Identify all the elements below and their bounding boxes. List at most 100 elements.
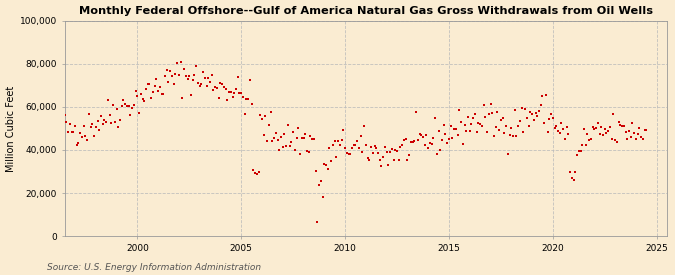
Point [306, 136, 317, 141]
Point [155, 85, 165, 90]
Point [333, 139, 344, 143]
Point [275, 135, 286, 139]
Point [459, 122, 470, 127]
Point [587, 125, 598, 130]
Point [425, 141, 435, 145]
Point [622, 137, 632, 142]
Point [544, 116, 555, 121]
Point [482, 130, 493, 134]
Point [511, 134, 522, 138]
Point [142, 82, 153, 86]
Point [207, 73, 217, 77]
Point [513, 124, 524, 129]
Point [525, 110, 536, 115]
Point [437, 138, 448, 142]
Point [625, 135, 636, 140]
Point [570, 170, 580, 174]
Point [554, 131, 565, 135]
Point [173, 73, 184, 78]
Point [345, 152, 356, 156]
Point [443, 137, 454, 141]
Point [128, 103, 139, 107]
Point [54, 113, 65, 117]
Point [286, 140, 297, 144]
Point [159, 74, 170, 78]
Point [526, 112, 537, 116]
Point [397, 142, 408, 147]
Point [379, 144, 390, 149]
Point [137, 97, 148, 101]
Point [471, 129, 482, 134]
Point [412, 138, 423, 142]
Point [426, 142, 437, 146]
Point [234, 91, 245, 95]
Point [269, 136, 279, 140]
Point [612, 140, 622, 144]
Point [80, 134, 90, 138]
Point [246, 101, 257, 106]
Point [326, 159, 337, 163]
Point [256, 117, 267, 121]
Point [148, 90, 159, 95]
Point [398, 137, 409, 142]
Point [549, 126, 560, 130]
Point [184, 74, 194, 79]
Point [63, 130, 74, 135]
Point [144, 82, 155, 86]
Point [51, 127, 61, 132]
Point [350, 143, 361, 148]
Point [442, 141, 453, 145]
Point [223, 90, 234, 94]
Point [323, 167, 333, 171]
Point [52, 121, 63, 125]
Point [335, 143, 346, 147]
Point [192, 81, 203, 86]
Point [239, 112, 250, 116]
Point [601, 131, 612, 135]
Point [358, 124, 369, 128]
Point [565, 169, 576, 174]
Point [378, 155, 389, 160]
Point [475, 122, 485, 126]
Point [76, 135, 87, 139]
Point [560, 137, 570, 142]
Point [220, 87, 231, 92]
Point [113, 124, 124, 129]
Point [302, 149, 313, 153]
Point [364, 158, 375, 162]
Point [489, 134, 500, 138]
Point [395, 145, 406, 149]
Point [336, 138, 347, 142]
Point [82, 138, 92, 142]
Point [342, 150, 352, 155]
Point [75, 131, 86, 136]
Point [556, 120, 567, 125]
Point [109, 120, 120, 124]
Point [508, 134, 518, 138]
Point [78, 123, 89, 128]
Point [577, 142, 588, 147]
Point [480, 115, 491, 120]
Point [589, 126, 600, 131]
Point [563, 132, 574, 137]
Point [562, 125, 572, 130]
Point [431, 152, 442, 156]
Point [251, 172, 262, 176]
Point [539, 120, 549, 125]
Point [288, 130, 298, 134]
Point [319, 162, 329, 166]
Point [281, 144, 292, 148]
Point [419, 143, 430, 147]
Point [156, 92, 167, 97]
Point [504, 133, 515, 137]
Point [366, 145, 377, 149]
Point [274, 148, 285, 152]
Point [68, 130, 79, 135]
Point [438, 123, 449, 128]
Point [253, 170, 264, 174]
Point [617, 124, 628, 128]
Point [533, 109, 544, 113]
Point [636, 134, 647, 139]
Point [418, 135, 429, 139]
Point [343, 152, 354, 156]
